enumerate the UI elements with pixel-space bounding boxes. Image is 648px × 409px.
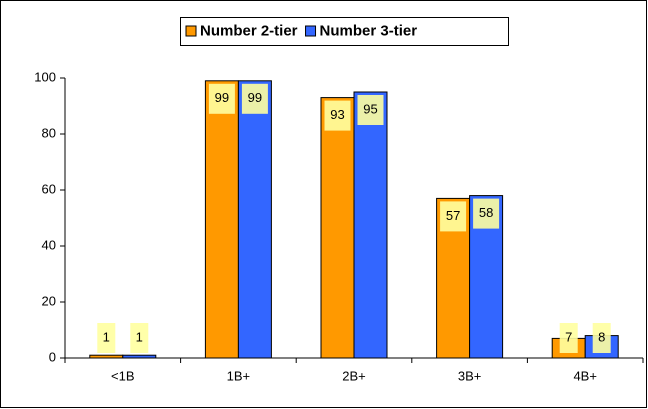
bar xyxy=(320,97,355,359)
legend-label: Number 3-tier xyxy=(320,22,418,39)
legend-swatch xyxy=(185,25,197,37)
data-label: 93 xyxy=(330,107,344,122)
data-label-bg xyxy=(440,201,467,232)
y-tick-label: 80 xyxy=(42,125,56,140)
data-label-bg xyxy=(324,100,351,131)
legend: Number 2-tier Number 3-tier xyxy=(180,17,509,46)
x-tick-label: 1B+ xyxy=(227,368,251,383)
data-label: 57 xyxy=(446,208,460,223)
data-label: 95 xyxy=(363,101,377,116)
x-tick-label: 4B+ xyxy=(573,368,597,383)
data-label-bg xyxy=(559,323,578,353)
data-label-bg xyxy=(130,323,149,353)
y-tick-label: 40 xyxy=(42,237,56,252)
data-label-bg xyxy=(357,95,384,125)
y-tick-label: 0 xyxy=(49,349,56,364)
data-label: 7 xyxy=(565,329,572,344)
bar xyxy=(89,354,124,359)
data-label-bg xyxy=(208,83,235,114)
bar xyxy=(122,354,157,359)
legend-label: Number 2-tier xyxy=(200,22,298,39)
data-label-bg xyxy=(592,323,611,353)
bar xyxy=(353,91,388,359)
data-label: 8 xyxy=(598,329,605,344)
y-tick-label: 20 xyxy=(42,293,56,308)
data-label: 1 xyxy=(103,329,110,344)
bar xyxy=(237,80,272,359)
data-label-bg xyxy=(97,323,116,353)
bar xyxy=(204,80,239,359)
data-label: 99 xyxy=(215,90,229,105)
data-label-bg xyxy=(241,83,268,114)
data-label: 58 xyxy=(479,205,493,220)
y-tick-label: 60 xyxy=(42,181,56,196)
data-label: 99 xyxy=(248,90,262,105)
x-tick-label: <1B xyxy=(111,368,135,383)
y-tick-label: 100 xyxy=(34,69,56,84)
x-tick-label: 2B+ xyxy=(342,368,366,383)
data-label-bg xyxy=(473,198,500,229)
x-tick-label: 3B+ xyxy=(458,368,482,383)
data-label: 1 xyxy=(136,329,143,344)
legend-box xyxy=(180,17,509,46)
legend-swatch xyxy=(305,25,317,37)
